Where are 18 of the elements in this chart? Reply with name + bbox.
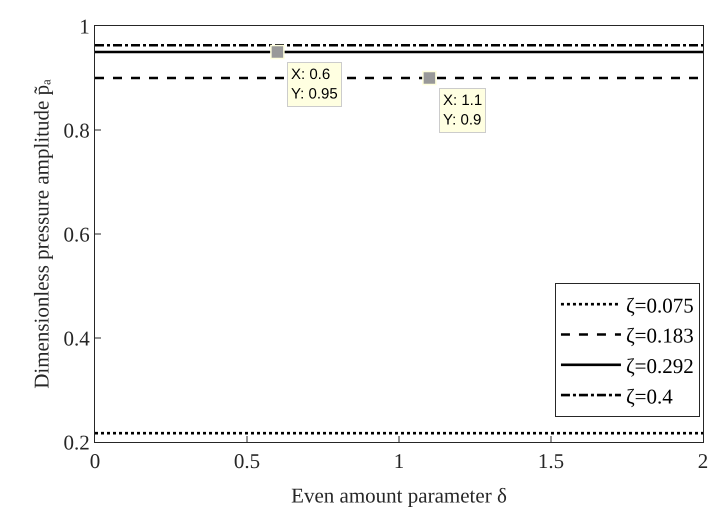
legend-label: ζ=0.075 (626, 293, 694, 318)
y-axis-title: Dimensionless pressure amplitude p̃ₐ (30, 78, 54, 389)
legend-label: ζ=0.4 (626, 384, 674, 408)
y-tick-label: 0.8 (64, 118, 90, 142)
legend-label: ζ=0.183 (626, 324, 694, 348)
x-axis-title: Even amount parameter δ (291, 483, 507, 508)
x-tick-label: 2 (698, 449, 708, 474)
annotation: X: 1.1 Y: 0.9 (443, 92, 482, 128)
y-tick-label: 0.2 (64, 430, 90, 454)
x-tick-label: 0 (90, 449, 100, 474)
annotation: X: 0.6 Y: 0.95 (291, 66, 338, 102)
legend-label: ζ=0.292 (626, 354, 694, 378)
y-tick-label: 1 (79, 14, 90, 38)
x-tick-label: 0.5 (234, 449, 260, 474)
y-tick-label: 0.6 (64, 222, 90, 246)
y-tick-label: 0.4 (64, 326, 90, 350)
x-tick-label: 1.5 (538, 449, 564, 474)
x-tick-label: 1 (394, 449, 404, 474)
